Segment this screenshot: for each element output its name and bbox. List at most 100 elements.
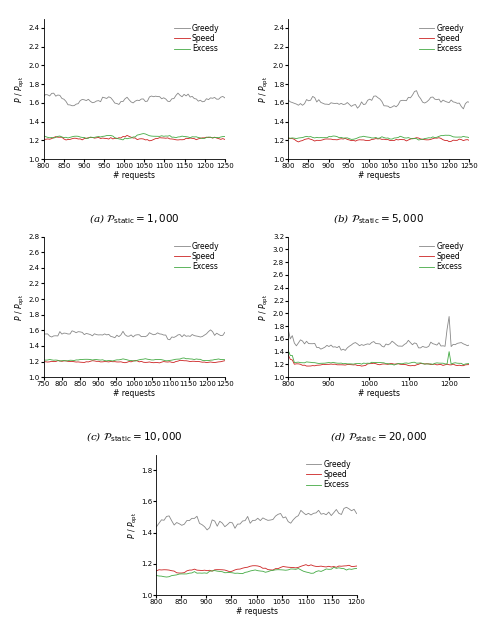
Text: (b) $\mathcal{P}_{\mathrm{static}} = 5,000$: (b) $\mathcal{P}_{\mathrm{static}} = 5,0… (333, 213, 424, 226)
Excess (438, 132, 444, 140)
Excess (467, 134, 472, 141)
Speed (340, 361, 346, 368)
Excess (171, 133, 177, 141)
Greedy (286, 326, 291, 333)
Excess (278, 566, 284, 574)
Speed (218, 358, 224, 365)
Line: Excess: Excess (288, 350, 469, 365)
Excess (41, 132, 46, 140)
Speed (342, 135, 348, 142)
Excess (444, 131, 450, 139)
Speed (354, 562, 360, 570)
Excess (286, 135, 291, 142)
Greedy (169, 95, 175, 102)
Speed (442, 361, 448, 368)
Greedy (41, 93, 46, 100)
Line: Excess: Excess (44, 358, 225, 361)
Greedy (414, 340, 420, 347)
Greedy (463, 100, 469, 107)
Y-axis label: $P$ / $P_{\mathrm{opt}}$: $P$ / $P_{\mathrm{opt}}$ (14, 293, 27, 321)
Speed (460, 362, 466, 370)
Speed (296, 138, 302, 146)
Greedy (460, 105, 466, 113)
Excess (463, 133, 469, 141)
Excess (310, 134, 316, 141)
Greedy (167, 336, 173, 343)
Excess (354, 565, 360, 572)
Speed (222, 357, 227, 365)
Excess (411, 135, 417, 142)
Excess (164, 574, 169, 581)
Excess (416, 136, 422, 144)
Excess (57, 358, 63, 365)
Excess (460, 361, 466, 368)
Speed (414, 134, 420, 141)
Speed (438, 361, 444, 368)
Greedy (69, 102, 75, 110)
Excess (199, 356, 205, 364)
Excess (340, 135, 346, 142)
Excess (414, 360, 420, 367)
Greedy (65, 330, 71, 338)
Greedy (285, 518, 291, 525)
Greedy (293, 513, 299, 521)
X-axis label: # requests: # requests (358, 389, 400, 398)
Legend: Greedy, Speed, Excess: Greedy, Speed, Excess (173, 22, 221, 55)
Speed (96, 358, 102, 365)
Line: Greedy: Greedy (156, 507, 357, 530)
Speed (293, 564, 299, 572)
Line: Greedy: Greedy (288, 91, 469, 109)
Greedy (414, 87, 420, 94)
Speed (169, 358, 175, 366)
Greedy (340, 100, 346, 108)
Speed (147, 137, 152, 144)
Speed (285, 564, 291, 571)
Speed (245, 564, 251, 571)
Greedy (208, 326, 213, 334)
Speed (176, 569, 182, 577)
Line: Speed: Speed (288, 138, 469, 142)
Line: Speed: Speed (44, 360, 225, 363)
Speed (359, 362, 364, 370)
Greedy (275, 511, 281, 518)
Excess (331, 564, 337, 571)
Excess (199, 135, 205, 142)
Line: Excess: Excess (156, 567, 357, 577)
Greedy (286, 96, 291, 104)
Speed (65, 358, 71, 365)
Greedy (222, 329, 227, 336)
Excess (442, 360, 448, 368)
Y-axis label: $P$ / $P_{\mathrm{opt}}$: $P$ / $P_{\mathrm{opt}}$ (126, 512, 139, 539)
Greedy (96, 331, 102, 339)
Speed (275, 565, 281, 572)
Greedy (442, 343, 448, 350)
Excess (285, 566, 291, 574)
Speed (196, 358, 201, 365)
Speed (199, 358, 205, 366)
Line: Greedy: Greedy (288, 316, 469, 350)
Excess (98, 356, 104, 364)
Greedy (65, 101, 71, 108)
Greedy (278, 510, 284, 517)
Text: (d) $\mathcal{P}_{\mathrm{static}} = 20,000$: (d) $\mathcal{P}_{\mathrm{static}} = 20,… (330, 431, 428, 445)
Greedy (354, 510, 360, 517)
Excess (310, 359, 316, 366)
Greedy (310, 93, 316, 100)
Line: Speed: Speed (288, 355, 469, 366)
Excess (286, 347, 291, 354)
Excess (169, 356, 175, 364)
Speed (463, 136, 469, 144)
Greedy (446, 312, 452, 320)
X-axis label: # requests: # requests (236, 607, 277, 616)
Greedy (194, 332, 199, 340)
Text: (c) $\mathcal{P}_{\mathrm{static}} = 10,000$: (c) $\mathcal{P}_{\mathrm{static}} = 10,… (86, 431, 182, 445)
Speed (222, 136, 227, 143)
Greedy (344, 503, 349, 511)
Speed (467, 137, 472, 144)
Excess (196, 134, 201, 141)
Greedy (411, 88, 417, 95)
Excess (140, 130, 146, 137)
Greedy (245, 513, 251, 520)
Greedy (41, 330, 46, 338)
Speed (467, 361, 472, 368)
